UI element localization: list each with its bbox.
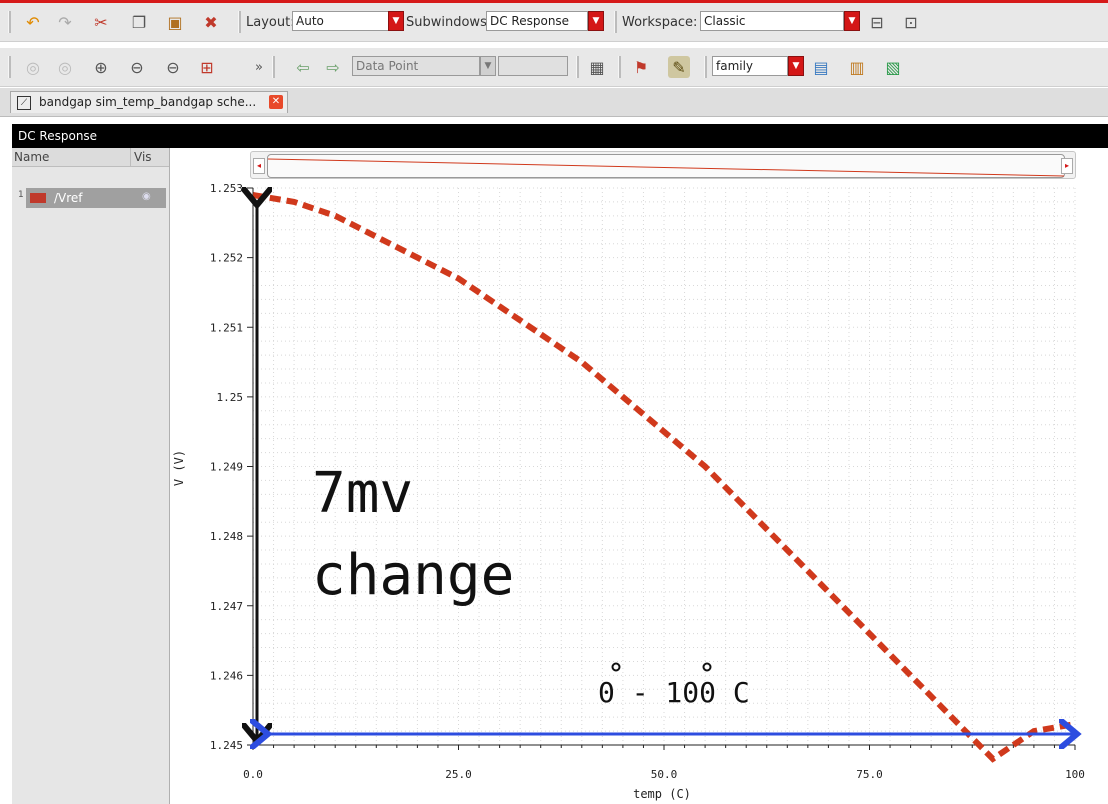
y-tick-label: 1.253 [210, 182, 243, 195]
trace-legend-panel: Name Vis 1 /Vref ◉ [12, 148, 170, 804]
subwindows-label: Subwindows: [406, 15, 492, 30]
degree-mark [702, 662, 712, 672]
visibility-eye-icon[interactable]: ◉ [142, 191, 151, 202]
scroll-preview-trace [267, 158, 1065, 177]
point-value-field[interactable] [498, 56, 568, 76]
subwindows-dropdown-icon[interactable]: ▼ [588, 11, 604, 31]
degree-mark [611, 662, 621, 672]
y-tick-label: 1.252 [210, 252, 243, 265]
more-tools-icon[interactable]: » [255, 59, 263, 75]
subwindows-combo[interactable]: DC Response [486, 11, 588, 31]
plot-grid [252, 187, 1076, 746]
workspace-dropdown-icon[interactable]: ▼ [844, 11, 860, 31]
range-annotation: 0 - 100 C [598, 676, 750, 709]
toolbar-separator [704, 56, 707, 78]
y-tick-label: 1.249 [210, 461, 243, 474]
split-chart-icon[interactable]: ▧ [885, 57, 901, 77]
y-tick-label: 1.245 [210, 739, 243, 752]
graph-toolbar: ◎ ◎ ⊕ ⊖ ⊖ ⊞ » ⇦ ⇨ Data Point ▼ ▦ ⚑ ✎ fam… [0, 48, 1108, 87]
tick-labels: 0.0 25.0 50.0 75.0 100 1.245 1.246 1.247 1.248 1.… [210, 182, 1085, 781]
toolbar-separator [618, 56, 621, 78]
y-tick-label: 1.247 [210, 600, 243, 613]
point-dropdown-icon[interactable]: ▼ [480, 56, 496, 76]
tab-bar: ⟋ bandgap sim_temp_bandgap sche... ✕ [0, 88, 1108, 117]
x-axis-scroll-bar[interactable]: ◂ ▸ [250, 151, 1076, 179]
layout-combo[interactable]: Auto [292, 11, 390, 31]
close-tab-icon[interactable]: ✕ [269, 95, 283, 109]
tab-bandgap-sim[interactable]: ⟋ bandgap sim_temp_bandgap sche... ✕ [10, 91, 288, 113]
legend-col-name: Name [14, 150, 50, 164]
layout-dropdown-icon[interactable]: ▼ [388, 11, 404, 31]
change-annotation-line1: 7mv [312, 461, 413, 526]
zoom-out-icon[interactable]: ⊖ [166, 57, 180, 77]
workspace-label: Workspace: [622, 15, 698, 30]
legend-header: Name Vis [12, 148, 169, 167]
zoom-x-icon[interactable]: ⊖ [130, 57, 144, 77]
family-combo[interactable]: family [712, 56, 788, 76]
schematic-icon: ⟋ [17, 96, 31, 110]
legend-row-vref[interactable]: /Vref ◉ [26, 188, 166, 208]
toolbar-separator [8, 11, 11, 33]
redo-icon[interactable]: ↷ [58, 12, 72, 32]
layout-label: Layout: [246, 15, 295, 30]
subwindow-title: DC Response [18, 129, 98, 143]
toolbar-separator [272, 56, 275, 78]
y-tick-label: 1.246 [210, 669, 243, 682]
paste-icon[interactable]: ▣ [167, 12, 183, 32]
load-workspace-icon[interactable]: ⊡ [904, 12, 918, 32]
toolbar-separator [614, 11, 617, 33]
trace-name: /Vref [54, 191, 83, 205]
previous-point-icon[interactable]: ⇦ [296, 57, 310, 77]
fit-icon[interactable]: ◎ [26, 57, 40, 77]
family-dropdown-icon[interactable]: ▼ [788, 56, 804, 76]
strip-chart-icon[interactable]: ▤ [813, 57, 829, 77]
y-tick-label: 1.251 [210, 321, 243, 334]
tab-label: bandgap sim_temp_bandgap sche... [39, 95, 257, 109]
zoom-region-icon[interactable]: ⊞ [200, 57, 214, 77]
toolbar-separator [576, 56, 579, 78]
vref-trace-line[interactable] [252, 192, 1076, 763]
scroll-right-icon[interactable]: ▸ [1061, 158, 1073, 174]
toolbar-separator [238, 11, 241, 33]
x-tick-label: 100 [1065, 768, 1085, 781]
composite-chart-icon[interactable]: ▥ [849, 57, 865, 77]
legend-row-index: 1 [18, 190, 24, 200]
subwindow-title-bar: DC Response [12, 124, 1108, 148]
x-tick-label: 25.0 [445, 768, 472, 781]
scroll-left-icon[interactable]: ◂ [253, 158, 265, 174]
legend-col-vis: Vis [134, 150, 152, 164]
trace-color-swatch [30, 193, 46, 203]
x-tick-label: 75.0 [856, 768, 883, 781]
x-axis-label: temp (C) [633, 787, 691, 801]
change-annotation-line2: change [312, 543, 514, 608]
x-tick-label: 0.0 [243, 768, 263, 781]
cut-icon[interactable]: ✂ [94, 12, 108, 32]
next-point-icon[interactable]: ⇨ [326, 57, 340, 77]
main-toolbar: ↶ ↷ ✂ ❐ ▣ ✖ Layout: Auto ▼ Subwindows: D… [0, 3, 1108, 42]
save-workspace-icon[interactable]: ⊟ [870, 12, 884, 32]
calculator-icon[interactable]: ▦ [589, 57, 605, 77]
copy-icon[interactable]: ❐ [131, 12, 147, 32]
delete-icon[interactable]: ✖ [204, 12, 218, 32]
annotation-icon[interactable]: ✎ [668, 56, 690, 78]
scroll-thumb[interactable] [267, 154, 1065, 178]
undo-icon[interactable]: ↶ [26, 12, 40, 32]
marker-flag-icon[interactable]: ⚑ [633, 57, 649, 77]
y-tick-label: 1.248 [210, 530, 243, 543]
fit-x-icon[interactable]: ◎ [58, 57, 72, 77]
point-combo[interactable]: Data Point [352, 56, 480, 76]
workspace-combo[interactable]: Classic [700, 11, 844, 31]
y-axis-label: V (V) [172, 450, 186, 486]
toolbar-separator [8, 56, 11, 78]
zoom-in-icon[interactable]: ⊕ [94, 57, 108, 77]
y-tick-label: 1.25 [217, 391, 244, 404]
window-top-border [0, 0, 1108, 3]
x-tick-label: 50.0 [651, 768, 678, 781]
